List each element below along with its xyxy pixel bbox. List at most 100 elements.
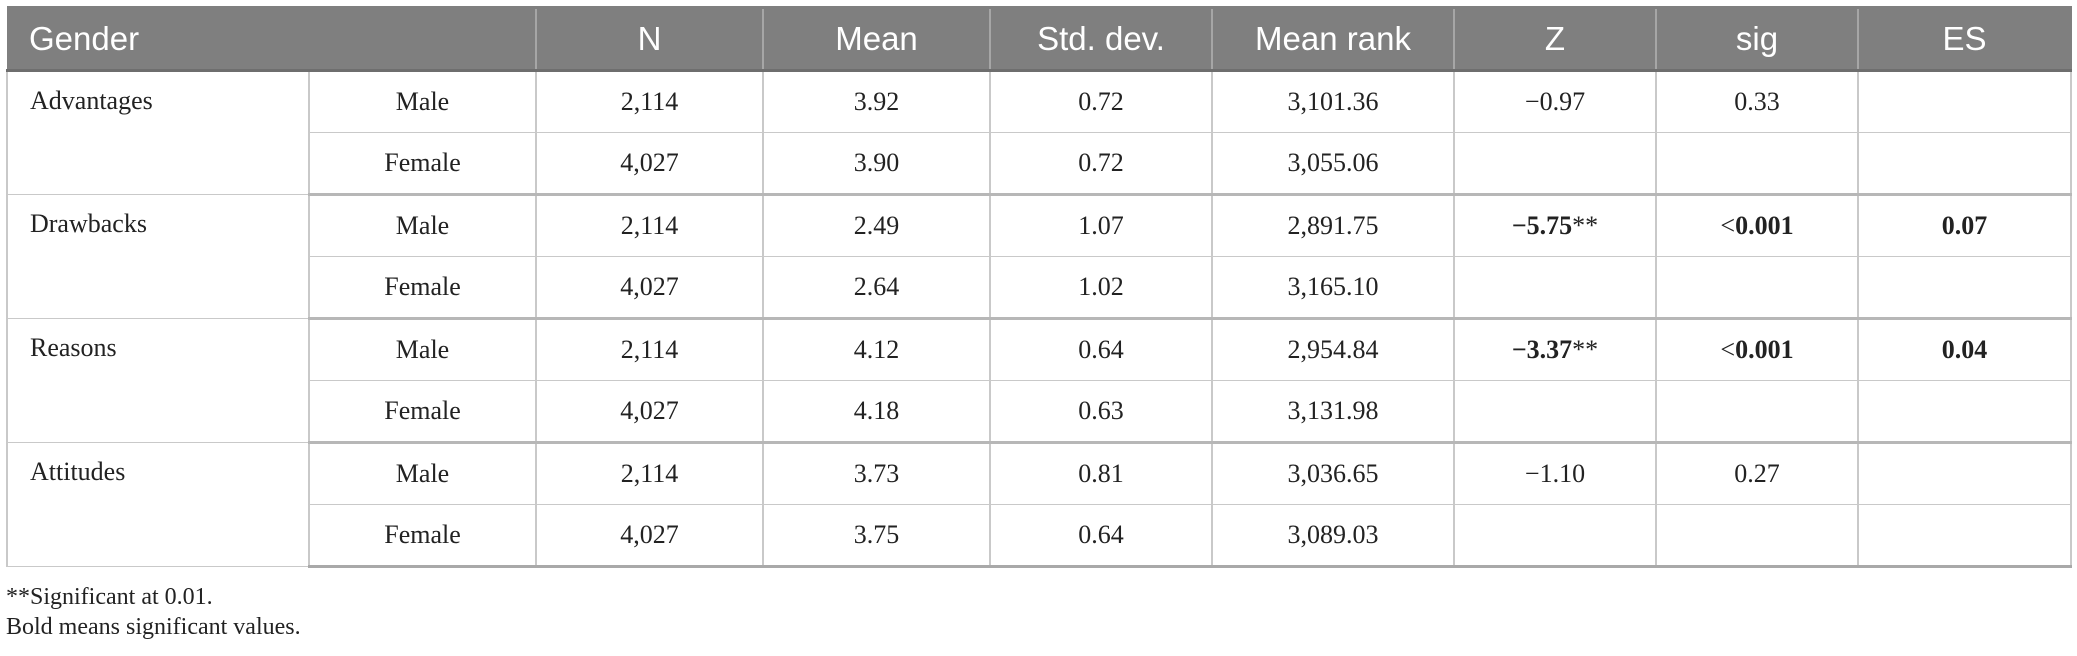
sig-cell: <0.001 [1656, 318, 1860, 381]
n-cell: 2,114 [536, 70, 765, 133]
z-cell [1454, 256, 1658, 320]
gender-cell: Male [309, 70, 538, 133]
es-cell [1858, 380, 2073, 444]
sig-less-than: < [1720, 211, 1736, 240]
es-cell [1858, 256, 2073, 320]
mean-rank-cell: 3,101.36 [1212, 70, 1456, 133]
sig-number: 0.001 [1735, 211, 1794, 240]
table-container: Gender N Mean Std. dev. Mean rank Z sig … [6, 6, 2073, 568]
es-cell: 0.07 [1858, 194, 2073, 257]
sd-cell: 0.63 [990, 380, 1214, 444]
z-value: −1.10 [1524, 459, 1586, 488]
n-cell: 4,027 [536, 380, 765, 444]
mean-cell: 2.49 [763, 194, 992, 257]
mean-rank-cell: 3,089.03 [1212, 504, 1456, 568]
es-cell: 0.04 [1858, 318, 2073, 381]
mean-cell: 3.92 [763, 70, 992, 133]
mean-cell: 3.90 [763, 132, 992, 196]
mean-cell: 3.75 [763, 504, 992, 568]
es-cell [1858, 442, 2073, 505]
header-es: ES [1858, 6, 2073, 72]
sig-value: 0.27 [1734, 459, 1780, 488]
n-cell: 2,114 [536, 318, 765, 381]
table-row: Female 4,027 4.18 0.63 3,131.98 [7, 380, 2073, 444]
gender-cell: Female [307, 132, 538, 196]
sig-value: 0.33 [1734, 87, 1780, 116]
sd-cell: 1.02 [990, 256, 1214, 320]
header-n: N [536, 6, 765, 72]
gender-cell: Male [309, 318, 538, 381]
sig-cell [1656, 380, 1860, 444]
header-std-dev: Std. dev. [990, 6, 1214, 72]
z-significance-stars: ** [1572, 211, 1599, 240]
table-row: Female 4,027 3.90 0.72 3,055.06 [7, 132, 2073, 196]
mean-rank-cell: 2,954.84 [1212, 318, 1456, 381]
header-gender: Gender [7, 6, 538, 72]
z-cell: −5.75** [1454, 194, 1658, 257]
mean-rank-cell: 3,131.98 [1212, 380, 1456, 444]
z-cell: −1.10 [1454, 442, 1658, 505]
z-value: −0.97 [1524, 87, 1586, 116]
header-mean: Mean [763, 6, 992, 72]
table-row: Drawbacks Male 2,114 2.49 1.07 2,891.75 −5.75*… [6, 194, 2073, 319]
gender-cell: Female [307, 504, 538, 568]
n-cell: 4,027 [536, 256, 765, 320]
z-significance-stars: ** [1572, 335, 1599, 364]
sd-cell: 0.64 [990, 318, 1214, 381]
sig-value: <0.001 [1720, 211, 1793, 240]
es-cell [1858, 70, 2073, 133]
note-bold: Bold means significant values. [6, 614, 301, 640]
header-row: Gender N Mean Std. dev. Mean rank Z sig … [7, 6, 2073, 72]
sd-cell: 1.07 [990, 194, 1214, 257]
sd-cell: 0.72 [990, 70, 1214, 133]
mean-rank-cell: 3,036.65 [1212, 442, 1456, 505]
table-row: Female 4,027 3.75 0.64 3,089.03 [7, 504, 2073, 568]
mean-cell: 3.73 [763, 442, 992, 505]
sig-less-than: < [1720, 335, 1736, 364]
mean-cell: 2.64 [763, 256, 992, 320]
results-table: Gender N Mean Std. dev. Mean rank Z sig … [6, 6, 2073, 568]
z-cell [1454, 380, 1658, 444]
sig-cell [1656, 256, 1860, 320]
mean-cell: 4.12 [763, 318, 992, 381]
z-value: −5.75 [1511, 211, 1573, 240]
z-cell: −0.97 [1454, 70, 1658, 133]
es-cell [1858, 132, 2073, 196]
mean-rank-cell: 2,891.75 [1212, 194, 1456, 257]
z-cell: −3.37** [1454, 318, 1658, 381]
sig-cell: <0.001 [1656, 194, 1860, 257]
z-cell [1454, 504, 1658, 568]
table-row: Advantages Male 2,114 3.92 0.72 3,101.36 −0.97… [6, 70, 2073, 195]
table-row: Attitudes Male 2,114 3.73 0.81 3,036.65 −1.10 0… [6, 442, 2073, 567]
header-mean-rank: Mean rank [1212, 6, 1456, 72]
table-row: Reasons Male 2,114 4.12 0.64 2,954.84 −3.37** <… [6, 318, 2073, 443]
sig-cell: 0.27 [1656, 442, 1860, 505]
variable-cell: Advantages [6, 70, 310, 195]
es-cell [1858, 504, 2073, 568]
variable-cell: Attitudes [6, 442, 310, 567]
sig-cell: 0.33 [1656, 70, 1860, 133]
gender-cell: Male [309, 194, 538, 257]
n-cell: 4,027 [536, 504, 765, 568]
mean-rank-cell: 3,055.06 [1212, 132, 1456, 196]
variable-cell: Reasons [6, 318, 310, 443]
n-cell: 2,114 [536, 194, 765, 257]
n-cell: 2,114 [536, 442, 765, 505]
mean-cell: 4.18 [763, 380, 992, 444]
mean-rank-cell: 3,165.10 [1212, 256, 1456, 320]
sd-cell: 0.72 [990, 132, 1214, 196]
table-row: Female 4,027 2.64 1.02 3,165.10 [7, 256, 2073, 320]
sd-cell: 0.64 [990, 504, 1214, 568]
z-cell [1454, 132, 1658, 196]
gender-cell: Female [307, 380, 538, 444]
sig-number: 0.001 [1735, 335, 1794, 364]
n-cell: 4,027 [536, 132, 765, 196]
table-body: Advantages Male 2,114 3.92 0.72 3,101.36 −0.97… [6, 70, 2073, 568]
z-value: −3.37 [1511, 335, 1573, 364]
sd-cell: 0.81 [990, 442, 1214, 505]
note-significance: **Significant at 0.01. [6, 584, 213, 610]
header-z: Z [1454, 6, 1658, 72]
sig-cell [1656, 132, 1860, 196]
sig-value: <0.001 [1720, 335, 1793, 364]
header-sig: sig [1656, 6, 1860, 72]
